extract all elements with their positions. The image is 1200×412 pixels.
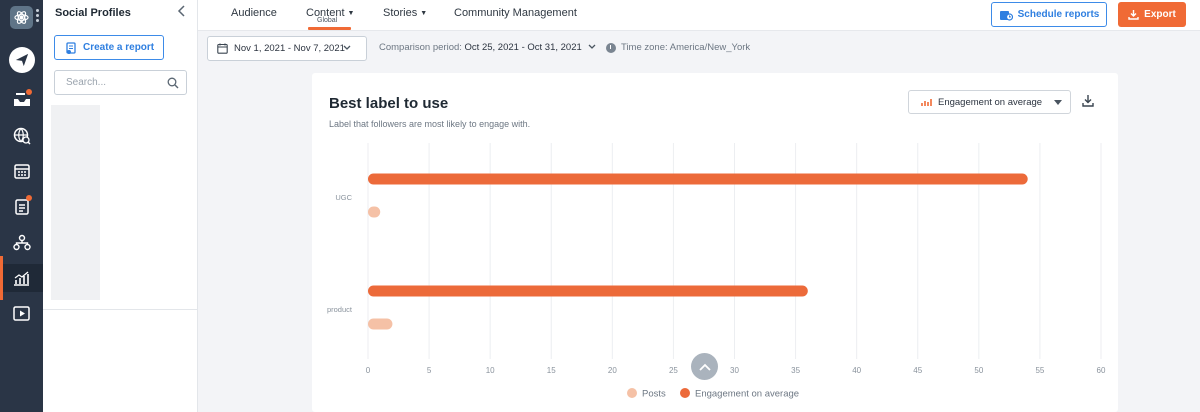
chevron-down-icon [343, 43, 357, 53]
x-tick-label: 15 [547, 366, 556, 375]
x-tick-label: 10 [486, 366, 495, 375]
calendar-icon[interactable] [0, 157, 43, 185]
tab-label: Stories [383, 7, 418, 19]
card-subtitle: Label that followers are most likely to … [329, 119, 531, 129]
download-icon [1128, 10, 1139, 20]
legend-posts-label: Posts [642, 389, 666, 400]
export-button[interactable]: Export [1118, 2, 1186, 27]
tab-audience[interactable]: Audience [231, 7, 277, 19]
schedule-reports-label: Schedule reports [1017, 9, 1100, 20]
profile-search[interactable] [54, 70, 187, 95]
bar-chart-icon [921, 98, 932, 106]
chevron-down-icon [588, 43, 596, 52]
report-icon [66, 41, 76, 54]
schedule-icon [999, 10, 1013, 21]
analytics-icon[interactable] [0, 256, 43, 300]
card-title: Best label to use [329, 95, 449, 112]
legend-engagement-swatch [680, 388, 690, 398]
clock-icon [606, 42, 616, 53]
create-report-button[interactable]: Create a report [54, 35, 164, 60]
metric-select-value: Engagement on average [938, 96, 1043, 108]
y-category-label: UGC [335, 193, 352, 202]
create-report-label: Create a report [83, 42, 155, 53]
network-icon[interactable] [0, 228, 43, 256]
schedule-reports-button[interactable]: Schedule reports [991, 2, 1107, 27]
top-nav: Audience Content ▼ Global Stories ▼ Comm… [198, 0, 1200, 31]
chevron-down-icon: ▼ [347, 9, 355, 17]
chevron-up-icon [698, 363, 711, 371]
x-tick-label: 20 [608, 366, 617, 375]
posts-bar [368, 206, 381, 218]
search-icon [167, 76, 179, 94]
download-chart-icon[interactable] [1082, 94, 1094, 112]
tab-stories[interactable]: Stories ▼ [383, 7, 427, 19]
publish-icon[interactable] [0, 46, 43, 74]
active-tab-indicator [308, 27, 351, 30]
comparison-label: Comparison period: [379, 42, 462, 53]
scroll-to-top-button[interactable] [691, 353, 718, 380]
caret-down-icon [1054, 100, 1062, 105]
panel-title: Social Profiles [55, 7, 131, 19]
tasks-badge [26, 195, 32, 201]
tab-content[interactable]: Content ▼ [306, 7, 354, 19]
inbox-icon[interactable] [0, 86, 43, 114]
tab-sublabel: Global [317, 17, 338, 24]
tab-label: Audience [231, 7, 277, 19]
calendar-icon [217, 43, 228, 54]
y-category-label: product [327, 305, 353, 314]
comparison-period[interactable]: Comparison period: Oct 25, 2021 - Oct 31… [379, 42, 596, 53]
video-icon[interactable] [0, 299, 43, 327]
comparison-value: Oct 25, 2021 - Oct 31, 2021 [464, 42, 582, 53]
listening-icon[interactable] [0, 122, 43, 150]
social-profiles-panel: Social Profiles Create a report [43, 0, 198, 412]
posts-bar [368, 318, 393, 330]
tasks-icon[interactable] [0, 192, 43, 220]
x-tick-label: 5 [427, 366, 432, 375]
profile-list-placeholder [51, 105, 100, 300]
search-input[interactable] [66, 71, 166, 94]
divider [43, 309, 198, 310]
bar-chart: 0 5 10 15 20 25 30 35 40 45 50 55 60 UGC product Posts E… [327, 143, 1106, 400]
x-tick-label: 60 [1097, 366, 1106, 375]
app-logo-icon[interactable] [10, 6, 33, 29]
tab-community-management[interactable]: Community Management [454, 7, 577, 19]
more-menu-icon[interactable] [36, 9, 39, 23]
x-tick-label: 50 [974, 366, 983, 375]
app-rail [0, 0, 43, 412]
date-range-picker[interactable]: Nov 1, 2021 - Nov 7, 2021 [207, 36, 367, 61]
x-tick-label: 30 [730, 366, 739, 375]
export-label: Export [1144, 9, 1176, 20]
metric-select[interactable]: Engagement on average [908, 90, 1071, 114]
timezone-value: Time zone: America/New_York [621, 42, 751, 53]
date-range-value: Nov 1, 2021 - Nov 7, 2021 [234, 43, 345, 54]
best-label-card: Best label to use Label that followers a… [312, 73, 1118, 412]
inbox-badge [26, 89, 32, 95]
x-tick-label: 55 [1035, 366, 1044, 375]
legend-engagement-label: Engagement on average [695, 389, 799, 400]
tab-label: Community Management [454, 7, 577, 19]
engagement-bar [368, 285, 808, 297]
chevron-down-icon: ▼ [420, 9, 428, 17]
x-tick-label: 0 [366, 366, 371, 375]
x-tick-label: 25 [669, 366, 678, 375]
engagement-bar [368, 173, 1028, 185]
legend-posts-swatch [627, 388, 637, 398]
timezone: Time zone: America/New_York [606, 42, 750, 53]
tab-label: Content [306, 7, 345, 19]
collapse-panel-icon[interactable] [177, 4, 187, 20]
x-tick-label: 35 [791, 366, 800, 375]
x-tick-label: 45 [913, 366, 922, 375]
x-tick-label: 40 [852, 366, 861, 375]
